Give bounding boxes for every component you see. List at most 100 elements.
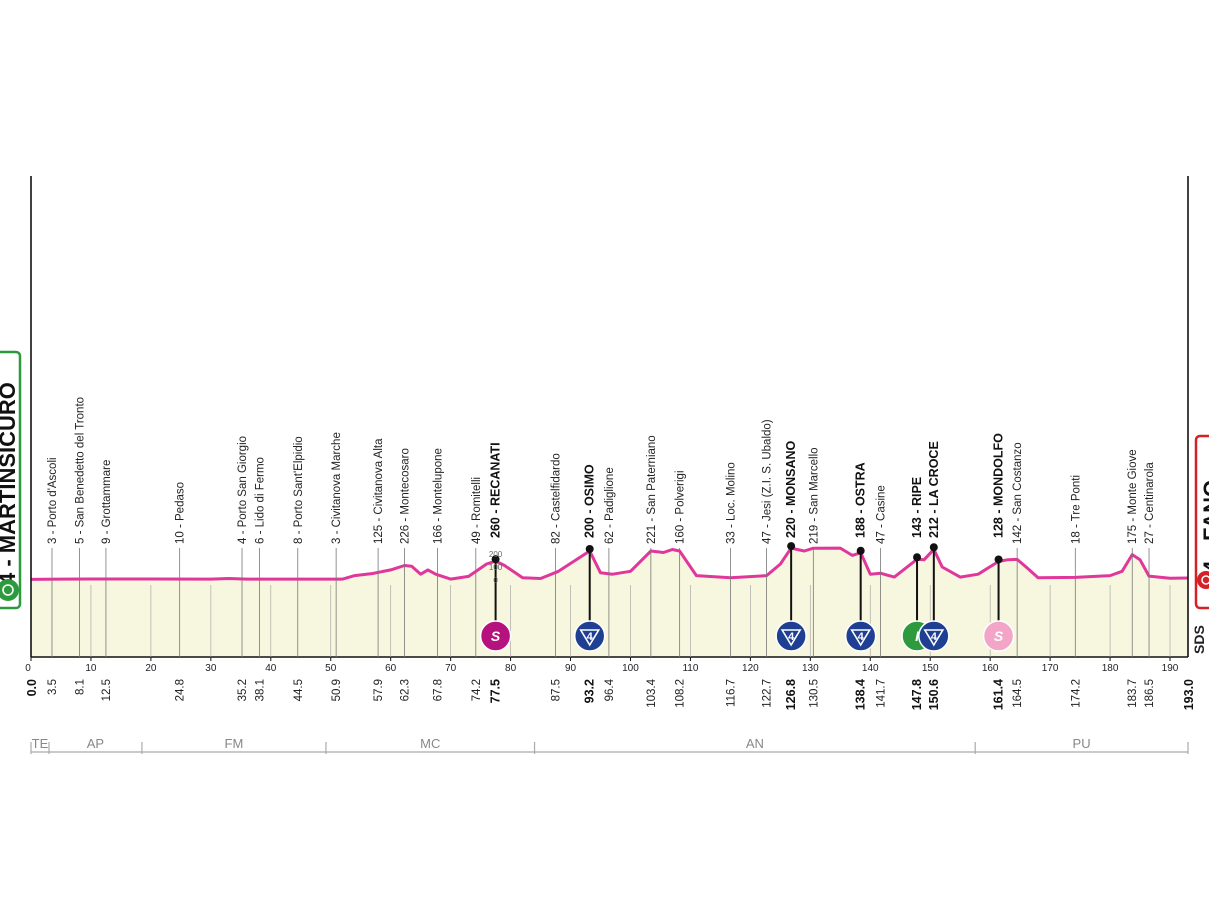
tick-label: 70 xyxy=(445,663,457,674)
km-label: 122.7 xyxy=(762,679,774,708)
start-panel: 4 - MARTINSICURO xyxy=(0,350,22,610)
km-label: 35.2 xyxy=(237,679,249,701)
waypoints: 3 - Porto d'Ascoli 5 - San Benedetto del … xyxy=(47,397,1156,657)
km-label: 174.2 xyxy=(1070,679,1082,708)
waypoint-label: 47 - Jesi (Z.I. S. Ubaldo) xyxy=(762,419,774,544)
waypoint-label: 220 - MONSANO xyxy=(784,440,798,538)
waypoint-label: 143 - RIPE xyxy=(910,477,924,538)
tick-label: 170 xyxy=(1042,663,1059,674)
gpm-category-label: 4 xyxy=(788,631,795,643)
waypoint-label: 27 - Centinarola xyxy=(1144,462,1156,544)
km-label: 130.5 xyxy=(808,679,820,708)
waypoint-label: 226 - Montecosaro xyxy=(399,448,411,544)
climb-dot xyxy=(585,545,594,553)
gpm-badge xyxy=(775,620,807,652)
tick-label: 90 xyxy=(565,663,577,674)
tick-label: 60 xyxy=(385,663,397,674)
km-label: 147.8 xyxy=(910,679,924,710)
waypoint-label: 9 - Grottammare xyxy=(101,460,113,544)
sprint-badge xyxy=(479,620,512,652)
waypoint-label: 10 - Pedaso xyxy=(175,482,187,544)
waypoint-label: 18 - Tre Ponti xyxy=(1070,475,1082,544)
gpm-badge xyxy=(573,620,606,652)
climb-dot xyxy=(787,542,796,551)
tick-label: 100 xyxy=(622,663,639,674)
waypoint-label: 221 - San Paterniano xyxy=(646,435,658,544)
waypoint-label: 160 - Polverigi xyxy=(675,470,687,544)
waypoint-label: 188 - OSTRA xyxy=(854,462,868,538)
waypoint-label: 3 - Porto d'Ascoli xyxy=(47,457,59,544)
province-label: FM xyxy=(225,736,244,751)
km-label: 8.1 xyxy=(75,679,87,695)
waypoint-label: 33 - Loc. Molino xyxy=(726,462,738,544)
gpm-category-label: 4 xyxy=(931,631,938,643)
waypoint-label: 166 - Montelupone xyxy=(432,448,444,544)
tick-label: 20 xyxy=(145,663,157,674)
km-label: 3.5 xyxy=(47,679,59,695)
bike-wheel-icon xyxy=(2,584,14,596)
km-label: 186.5 xyxy=(1144,679,1156,708)
km-label: 164.5 xyxy=(1012,679,1024,708)
km-label: 141.7 xyxy=(875,679,887,708)
km-label: 38.1 xyxy=(254,679,266,701)
province-label: AP xyxy=(87,736,104,751)
gpm-triangle-icon xyxy=(579,629,601,647)
gpm-triangle-icon xyxy=(780,629,802,647)
waypoint-label: 82 - Castelfidardo xyxy=(551,453,563,544)
tick-label: 180 xyxy=(1102,663,1119,674)
tick-label: 130 xyxy=(802,663,819,674)
waypoint-label: 260 - RECANATI xyxy=(489,442,503,538)
province-label: AN xyxy=(746,736,764,751)
waypoint-label: 8 - Porto Sant'Elpidio xyxy=(293,436,305,544)
waypoint-label: 219 - San Marcello xyxy=(808,447,820,544)
waypoint-label: 200 - OSIMO xyxy=(583,464,597,538)
km-label: 87.5 xyxy=(551,679,563,701)
km-label: 12.5 xyxy=(101,679,113,701)
start-icon xyxy=(0,579,19,601)
km-label: 103.4 xyxy=(646,678,658,707)
waypoint-label: 6 - Lido di Fermo xyxy=(254,457,266,544)
km-label: 67.8 xyxy=(432,679,444,701)
start-box xyxy=(0,350,22,610)
climb-dot xyxy=(491,555,500,564)
finish-flag-icon xyxy=(1201,575,1209,585)
gpm-category-label: 4 xyxy=(858,631,865,643)
tick-label: 110 xyxy=(682,663,698,674)
finish-panel: 14 - FANO xyxy=(1194,434,1209,610)
km-label: 126.8 xyxy=(784,679,798,710)
waypoint-label: 62 - Padiglione xyxy=(604,467,616,544)
intermediate-badge-label: I xyxy=(915,628,920,644)
sprint-badge-label: S xyxy=(994,628,1004,644)
km-label: 96.4 xyxy=(604,678,616,701)
tick-label: 140 xyxy=(862,663,879,674)
gpm-triangle-icon xyxy=(850,629,872,647)
sprint-badge xyxy=(982,620,1015,652)
elevation-scale: 200 100 0 xyxy=(489,550,503,585)
km-label: 93.2 xyxy=(583,679,597,703)
waypoint-label: 175 - Monte Giove xyxy=(1127,449,1139,544)
tick-label: 80 xyxy=(505,663,517,674)
finish-label: 14 - FANO xyxy=(1199,480,1209,585)
km-label: 183.7 xyxy=(1127,679,1139,708)
km-label: 74.2 xyxy=(471,679,483,701)
gpm-badge xyxy=(844,620,877,652)
waypoint-label: 5 - San Benedetto del Tronto xyxy=(75,397,87,544)
elevation-scale-label: 200 xyxy=(489,550,503,559)
tick-label: 0 xyxy=(25,663,31,674)
km-labels: 3.5 8.1 12.5 24.8 35.2 38.1 44.5 50.9 57.9 62.3 67… xyxy=(25,678,1196,710)
km-label: 57.9 xyxy=(373,679,385,701)
province-bar: TE AP FM MC AN PU xyxy=(30,736,1189,754)
km-label: 116.7 xyxy=(726,679,738,707)
gpm-triangle-icon xyxy=(923,629,945,647)
km-label: 108.2 xyxy=(675,679,687,708)
sds-label: SDS xyxy=(1191,625,1207,654)
km-label: 77.5 xyxy=(489,679,503,703)
finish-km-label: 193.0 xyxy=(1182,679,1196,710)
start-label: 4 - MARTINSICURO xyxy=(0,382,20,585)
waypoint-label: 4 - Porto San Giorgio xyxy=(237,436,249,544)
profile-area xyxy=(31,548,1188,657)
km-label: 62.3 xyxy=(399,679,411,701)
km-label: 150.6 xyxy=(927,679,941,710)
waypoint-label: 212 - LA CROCE xyxy=(927,441,941,538)
elevation-scale-label: 0 xyxy=(493,576,498,585)
